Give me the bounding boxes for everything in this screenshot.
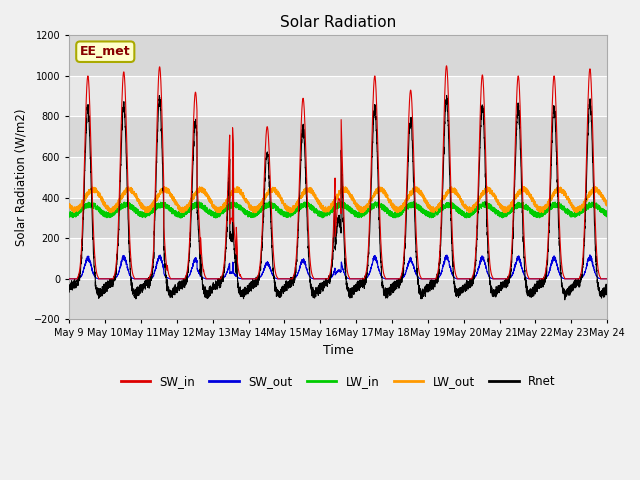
Bar <box>69 279 607 319</box>
Bar <box>69 36 607 76</box>
Title: Solar Radiation: Solar Radiation <box>280 15 396 30</box>
Bar <box>69 76 607 117</box>
Y-axis label: Solar Radiation (W/m2): Solar Radiation (W/m2) <box>15 108 28 246</box>
X-axis label: Time: Time <box>323 344 353 357</box>
Bar <box>69 117 607 157</box>
Bar <box>69 198 607 238</box>
Legend: SW_in, SW_out, LW_in, LW_out, Rnet: SW_in, SW_out, LW_in, LW_out, Rnet <box>116 371 561 393</box>
Bar <box>69 238 607 279</box>
Text: EE_met: EE_met <box>80 45 131 58</box>
Bar <box>69 157 607 198</box>
